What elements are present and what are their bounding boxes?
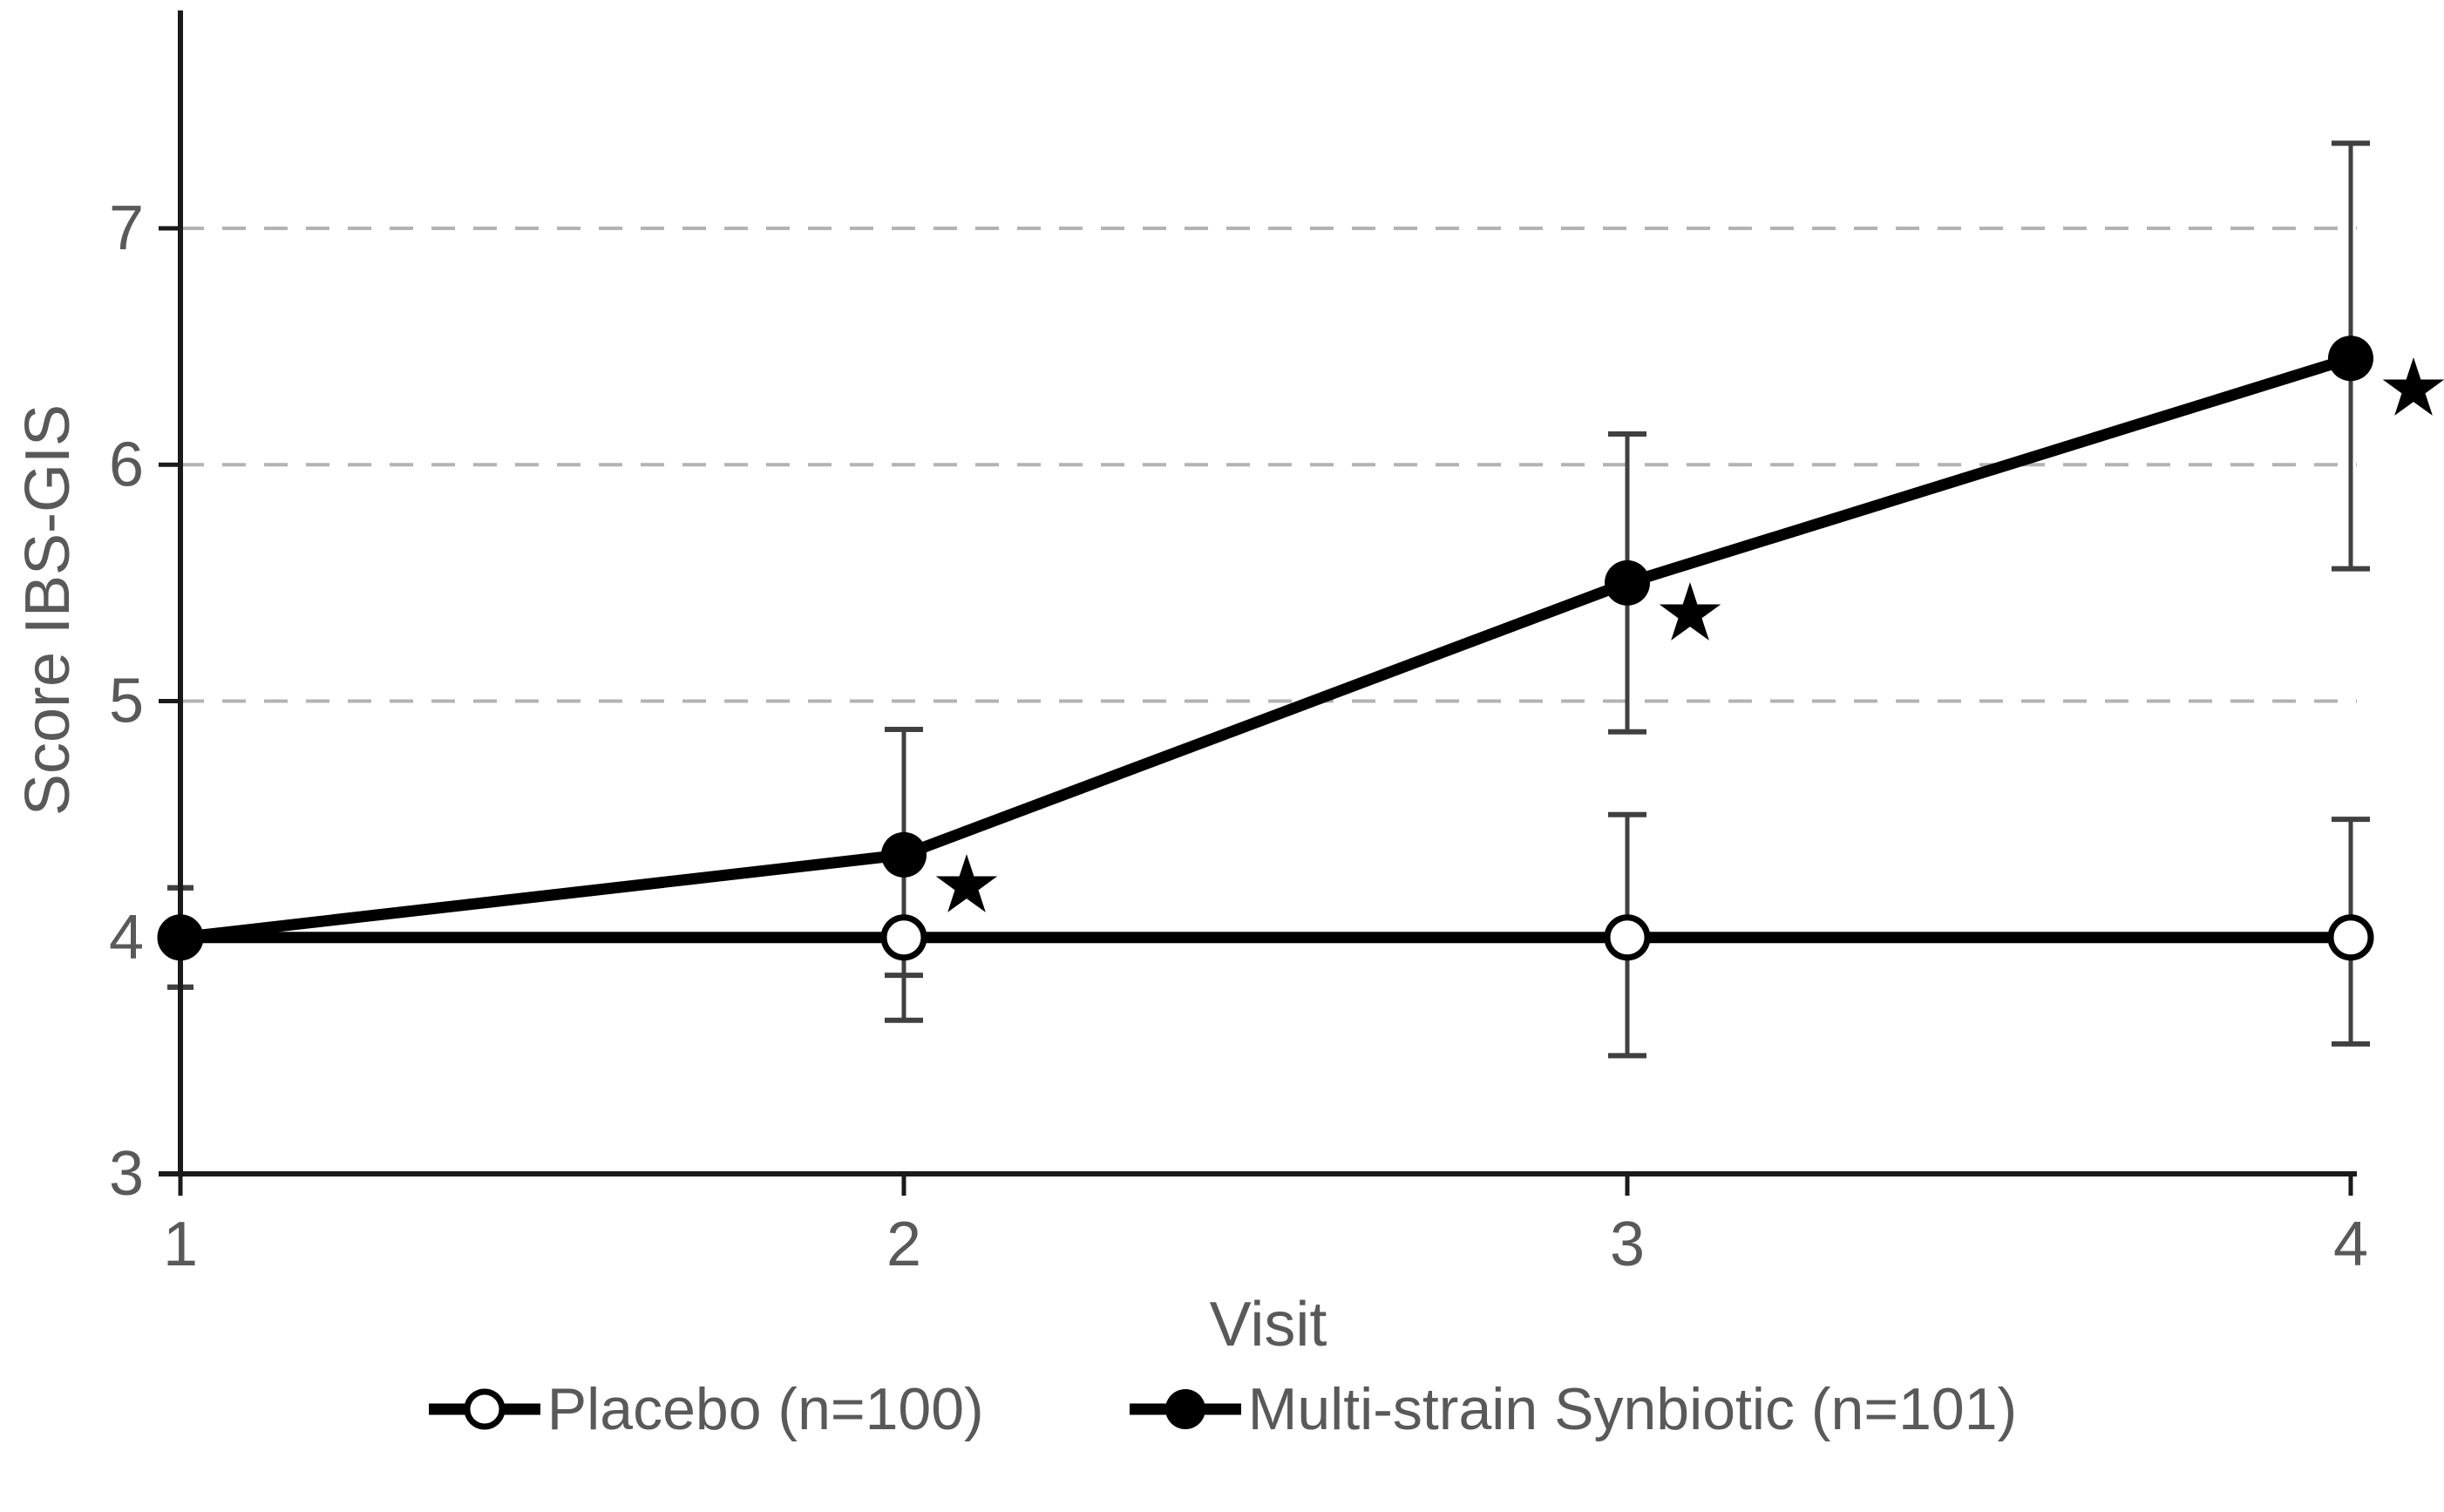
data-point-0-visit2 bbox=[880, 914, 927, 961]
data-point-0-visit3 bbox=[1604, 914, 1651, 961]
data-point-1-visit3 bbox=[1605, 559, 1650, 606]
y-tick-label: 6 bbox=[109, 430, 144, 499]
x-tick-label: 4 bbox=[2333, 1210, 2368, 1279]
x-tick-label: 1 bbox=[163, 1210, 198, 1279]
tick-labels: 3 4 5 6 7 1 2 3 4 bbox=[109, 193, 2368, 1279]
filled-circle-marker-icon bbox=[1129, 1389, 1241, 1429]
significance-star: ★ bbox=[931, 837, 1002, 931]
axes bbox=[159, 10, 2357, 1196]
series-lines bbox=[174, 352, 2357, 944]
significance-stars: ★ ★ ★ bbox=[931, 342, 2444, 932]
significance-star: ★ bbox=[1654, 566, 1726, 659]
y-tick-label: 7 bbox=[109, 193, 144, 263]
legend-label-placebo: Placebo (n=100) bbox=[547, 1376, 984, 1442]
y-tick-label: 3 bbox=[109, 1139, 144, 1209]
significance-star: ★ bbox=[2378, 342, 2444, 435]
y-tick-label: 4 bbox=[109, 903, 144, 973]
y-tick-label: 5 bbox=[109, 667, 144, 736]
gridlines bbox=[180, 227, 2357, 939]
chart-legend: Placebo (n=100) Multi-strain Synbiotic (… bbox=[0, 1375, 2444, 1443]
data-point-1-visit1 bbox=[158, 914, 203, 960]
legend-entry-placebo: Placebo (n=100) bbox=[427, 1375, 984, 1443]
y-axis-title: Score IBS-GIS bbox=[13, 404, 83, 816]
series-line-1 bbox=[174, 352, 2357, 944]
data-point-0-visit4 bbox=[2327, 914, 2374, 961]
open-circle-marker-icon bbox=[428, 1388, 540, 1430]
data-point-1-visit4 bbox=[2328, 336, 2373, 382]
x-axis-title: Visit bbox=[1210, 1290, 1327, 1359]
x-tick-label: 3 bbox=[1610, 1210, 1645, 1279]
x-tick-label: 2 bbox=[886, 1210, 921, 1279]
legend-label-synbiotic: Multi-strain Synbiotic (n=101) bbox=[1247, 1376, 2018, 1442]
legend-entry-synbiotic: Multi-strain Synbiotic (n=101) bbox=[1128, 1375, 2017, 1443]
error-bars bbox=[167, 140, 2370, 1059]
data-point-1-visit2 bbox=[881, 831, 927, 878]
data-point-markers bbox=[157, 336, 2374, 961]
